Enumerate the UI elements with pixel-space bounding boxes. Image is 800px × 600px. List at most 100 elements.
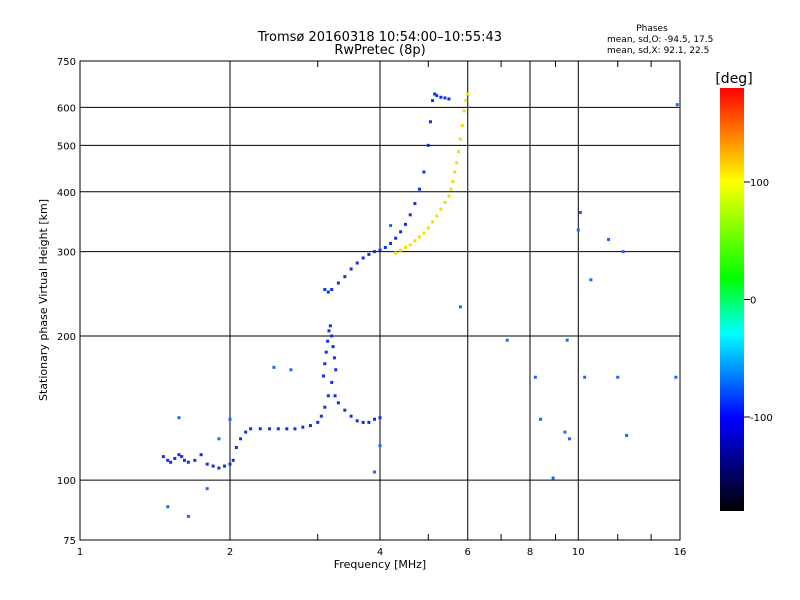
data-point [186,460,190,464]
data-point [223,464,227,468]
data-point [378,444,382,448]
data-point [326,290,330,294]
data-point [182,458,186,462]
data-point [462,109,466,113]
data-point [373,417,377,421]
data-point [330,288,334,292]
data-point [565,338,569,342]
y-tick-label: 200 [57,332,76,343]
data-point [394,236,398,240]
grid-lines [80,61,680,540]
data-point [533,375,537,379]
data-point [439,95,443,99]
data-point [231,458,235,462]
data-point [343,408,347,412]
data-point [173,456,177,460]
data-point [389,224,393,228]
data-point [361,256,365,260]
data-point [431,99,435,103]
data-point [433,92,437,96]
y-tick-label: 75 [63,536,76,547]
data-point [458,305,462,309]
data-point [367,420,371,424]
data-point [394,251,398,255]
data-point [447,97,451,101]
data-point [166,458,170,462]
data-point [326,394,330,398]
data-point [439,207,443,211]
data-point [408,213,412,217]
stats-header: Phases [636,24,668,34]
data-point [417,235,421,239]
data-point [413,202,417,206]
data-point [674,375,678,379]
data-point [625,433,629,437]
data-point [166,505,170,509]
data-point [583,375,587,379]
data-point [367,252,371,256]
data-point [361,420,365,424]
data-point [422,231,426,235]
data-points [161,92,679,518]
data-point [249,427,253,431]
data-point [217,466,221,470]
axis-ticks [317,61,652,540]
data-point [228,462,232,466]
data-point [431,220,435,224]
data-point [551,476,555,480]
data-point [373,470,377,474]
colorbar-tick-label: 100 [750,178,769,189]
data-point [343,275,347,279]
data-point [378,248,382,252]
data-point [616,375,620,379]
data-point [451,180,455,184]
data-point [576,228,580,232]
data-point [428,120,432,124]
data-point [330,380,334,384]
data-point [321,374,325,378]
data-point [239,437,243,441]
data-point [217,437,221,441]
data-point [455,161,459,165]
data-point [453,170,457,174]
data-point [435,214,439,218]
y-tick-label: 400 [57,188,76,199]
data-point [324,350,328,354]
data-point [458,137,462,141]
data-point [205,487,209,491]
data-point [539,417,543,421]
data-point [211,464,215,468]
y-tick-label: 750 [57,57,76,68]
data-point [334,368,338,372]
data-point [408,243,412,247]
data-point [399,248,403,252]
data-point [413,239,417,243]
chart-subtitle: RwPretec (8p) [334,43,425,58]
data-point [234,445,238,449]
data-point [186,514,190,518]
x-tick-label: 6 [465,547,471,558]
stats-line-o: mean, sd,O: -94.5, 17.5 [607,35,713,45]
data-point [258,427,262,431]
data-point [177,416,181,420]
plot-area [79,60,681,541]
data-point [675,103,679,107]
x-tick-label: 16 [674,547,687,558]
data-point [447,194,451,198]
data-point [567,437,571,441]
colorbar-label: [deg] [715,71,752,87]
data-point [323,288,327,292]
data-point [435,94,439,98]
data-point [199,453,203,457]
data-point [464,99,468,103]
data-point [443,96,447,100]
data-point [333,394,337,398]
data-point [205,462,209,466]
data-point [272,365,276,369]
data-point [399,230,403,234]
data-point [161,455,165,459]
data-point [505,338,509,342]
data-point [578,211,582,215]
data-point [449,187,453,191]
